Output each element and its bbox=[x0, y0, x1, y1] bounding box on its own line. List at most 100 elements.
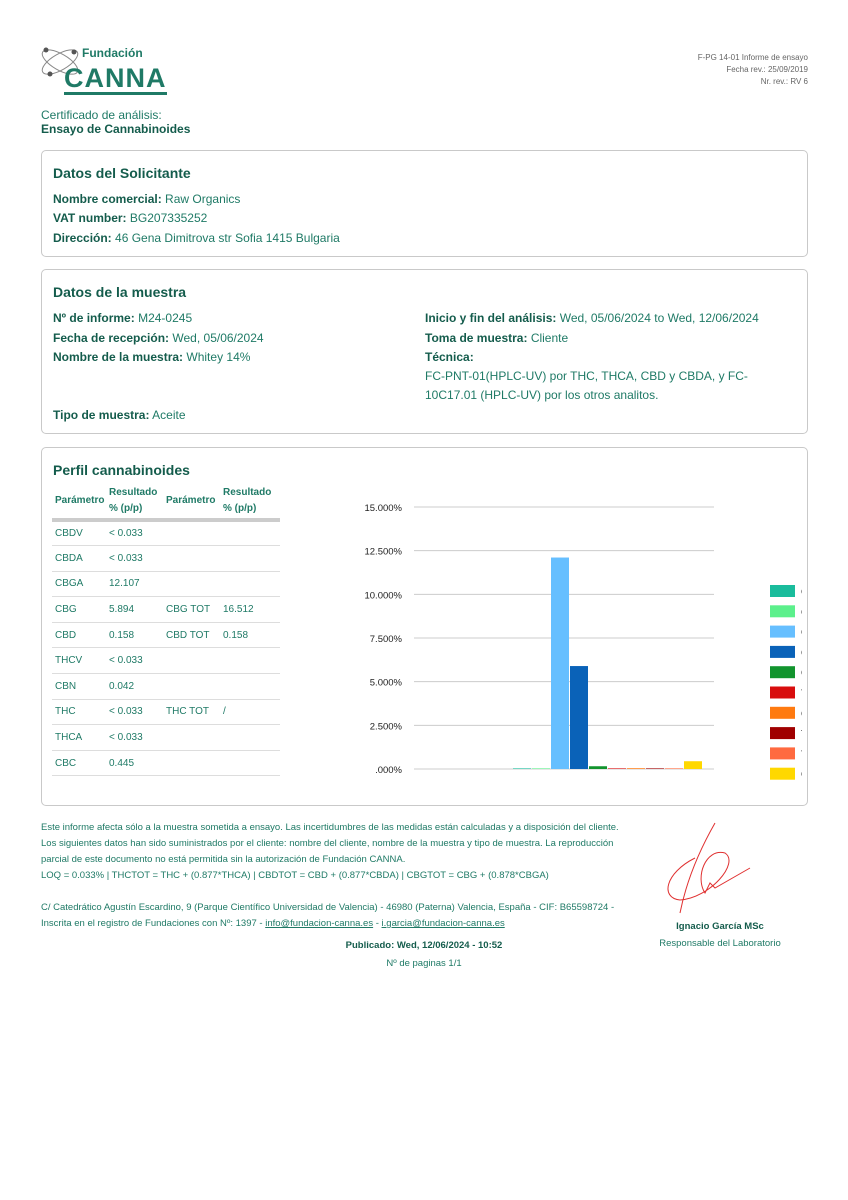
table-row: CBC 0.445 bbox=[52, 750, 280, 777]
legend-label: THC bbox=[801, 729, 802, 740]
table-row: THCV < 0.033 bbox=[52, 647, 280, 675]
param-cell: CBC bbox=[52, 750, 109, 777]
email-info-link[interactable]: info@fundacion-canna.es bbox=[265, 918, 374, 929]
param-cell: THCA bbox=[52, 724, 109, 751]
disclaimer: Este informe afecta sólo a la muestra so… bbox=[41, 822, 619, 881]
y-tick-label: 5.000% bbox=[370, 678, 403, 689]
total-result-cell bbox=[223, 750, 280, 777]
result-cell: 0.445 bbox=[109, 750, 166, 777]
col-resultado: Resultado% (p/p) bbox=[109, 484, 166, 522]
result-cell: < 0.033 bbox=[109, 724, 166, 751]
total-param-cell bbox=[166, 724, 223, 751]
page-count: Nº de paginas 1/1 bbox=[386, 958, 462, 969]
tecnica-line2: 10C17.01 (HPLC-UV) por los otros analito… bbox=[425, 388, 659, 402]
loq-formula: LOQ = 0.033% | THCTOT = THC + (0.877*THC… bbox=[41, 870, 549, 881]
field-nombre-muestra: Nombre de la muestra: Whitey 14% bbox=[53, 350, 251, 364]
legend-label: THCA bbox=[801, 749, 802, 760]
legend-swatch bbox=[770, 645, 795, 658]
rev-date: Fecha rev.: 25/09/2019 bbox=[726, 65, 808, 74]
field-analisis: Inicio y fin del análisis: Wed, 05/06/20… bbox=[425, 311, 759, 325]
signature-image bbox=[667, 822, 751, 914]
total-param-cell bbox=[166, 545, 223, 572]
param-cell: CBN bbox=[52, 673, 109, 700]
y-tick-label: 12.500% bbox=[364, 547, 402, 558]
logo-text-small: Fundación bbox=[82, 46, 143, 60]
footer: Este informe afecta sólo a la muestra so… bbox=[0, 820, 848, 972]
legend-label: CBD bbox=[801, 668, 802, 679]
bar-cbdv bbox=[513, 768, 531, 769]
param-cell: CBD bbox=[52, 622, 109, 649]
total-result-cell: 0.158 bbox=[223, 622, 280, 649]
total-result-cell bbox=[223, 571, 280, 598]
table-row: THCA < 0.033 bbox=[52, 724, 280, 751]
table-row: CBDA < 0.033 bbox=[52, 545, 280, 572]
total-result-cell bbox=[223, 647, 280, 675]
legend-label: CBN bbox=[801, 709, 802, 720]
signatory-role: Responsable del Laboratorio bbox=[659, 938, 781, 949]
param-cell: CBGA bbox=[52, 571, 109, 598]
y-tick-label: 15.000% bbox=[364, 503, 402, 514]
rev-number: Nr. rev.: RV 6 bbox=[760, 77, 808, 86]
table-row: CBN 0.042 bbox=[52, 673, 280, 700]
section-title: Perfil cannabinoides bbox=[53, 462, 190, 478]
legend-label: THCV bbox=[801, 689, 802, 700]
field-direccion: Dirección: 46 Gena Dimitrova str Sofia 1… bbox=[53, 231, 340, 245]
result-cell: 12.107 bbox=[109, 571, 166, 598]
bar-cbc bbox=[684, 761, 702, 769]
section-title: Datos del Solicitante bbox=[53, 165, 191, 181]
y-tick-label: 7.500% bbox=[370, 634, 403, 645]
result-cell: < 0.033 bbox=[109, 545, 166, 572]
field-tipo: Tipo de muestra: Aceite bbox=[53, 408, 186, 422]
muestra-section: Datos de la muestra Nº de informe: M24-0… bbox=[41, 269, 808, 434]
email-garcia-link[interactable]: i.garcia@fundacion-canna.es bbox=[381, 918, 505, 929]
result-cell: < 0.033 bbox=[109, 520, 166, 547]
field-recepcion: Fecha de recepción: Wed, 05/06/2024 bbox=[53, 331, 264, 345]
bar-thcv bbox=[608, 768, 626, 769]
bar-cbda bbox=[532, 768, 550, 769]
address: C/ Catedrático Agustín Escardino, 9 (Par… bbox=[41, 902, 615, 929]
table-row: CBGA 12.107 bbox=[52, 571, 280, 598]
field-informe: Nº de informe: M24-0245 bbox=[53, 311, 193, 325]
bar-thca bbox=[665, 768, 683, 769]
bar-cbd bbox=[589, 766, 607, 769]
field-vat: VAT number: BG207335252 bbox=[53, 211, 208, 225]
field-nombre: Nombre comercial: Raw Organics bbox=[53, 192, 241, 206]
tecnica-line1: FC-PNT-01(HPLC-UV) por THC, THCA, CBD y … bbox=[425, 369, 748, 383]
param-cell: CBG bbox=[52, 596, 109, 623]
result-cell: < 0.033 bbox=[109, 699, 166, 726]
atom-icon bbox=[41, 47, 79, 77]
param-cell: CBDV bbox=[52, 520, 109, 547]
total-param-cell bbox=[166, 673, 223, 700]
result-cell: 0.158 bbox=[109, 622, 166, 649]
result-cell: < 0.033 bbox=[109, 647, 166, 675]
solicitante-section: Datos del Solicitante Nombre comercial: … bbox=[41, 150, 808, 257]
legend-label: CBDA bbox=[801, 607, 802, 618]
logo-text-large: CANNA bbox=[64, 63, 167, 95]
legend-swatch bbox=[770, 727, 795, 740]
legend-swatch bbox=[770, 706, 795, 719]
total-result-cell: 16.512 bbox=[223, 596, 280, 623]
published-date: Publicado: Wed, 12/06/2024 - 10:52 bbox=[345, 940, 503, 951]
total-param-cell: THC TOT bbox=[166, 699, 223, 726]
total-param-cell bbox=[166, 520, 223, 547]
total-param-cell bbox=[166, 750, 223, 777]
total-result-cell: / bbox=[223, 699, 280, 726]
doc-meta: F-PG 14-01 Informe de ensayo Fecha rev.:… bbox=[698, 52, 808, 88]
results-table: Parámetro Resultado% (p/p) Parámetro Res… bbox=[52, 484, 280, 777]
bar-cbn bbox=[627, 768, 645, 769]
cannabinoid-bar-chart: 15.000% 12.500% 10.000% 7.500% 5.000% 2.500%.… bbox=[364, 503, 802, 781]
legend-swatch bbox=[770, 625, 795, 638]
total-param-cell: CBD TOT bbox=[166, 622, 223, 649]
col-parametro: Parámetro bbox=[52, 484, 109, 522]
form-code: F-PG 14-01 Informe de ensayo bbox=[697, 53, 808, 62]
legend-label: CBGA bbox=[801, 628, 802, 639]
legend-label: CBG bbox=[801, 648, 802, 659]
result-cell: 0.042 bbox=[109, 673, 166, 700]
doc-title: Ensayo de Cannabinoides bbox=[41, 122, 191, 136]
legend-swatch bbox=[770, 767, 795, 780]
legend-label: CBC bbox=[801, 770, 802, 781]
col-resultado-tot: Resultado% (p/p) bbox=[223, 484, 280, 522]
legend-swatch bbox=[770, 747, 795, 760]
table-row: CBDV < 0.033 bbox=[52, 520, 280, 547]
total-result-cell bbox=[223, 724, 280, 751]
